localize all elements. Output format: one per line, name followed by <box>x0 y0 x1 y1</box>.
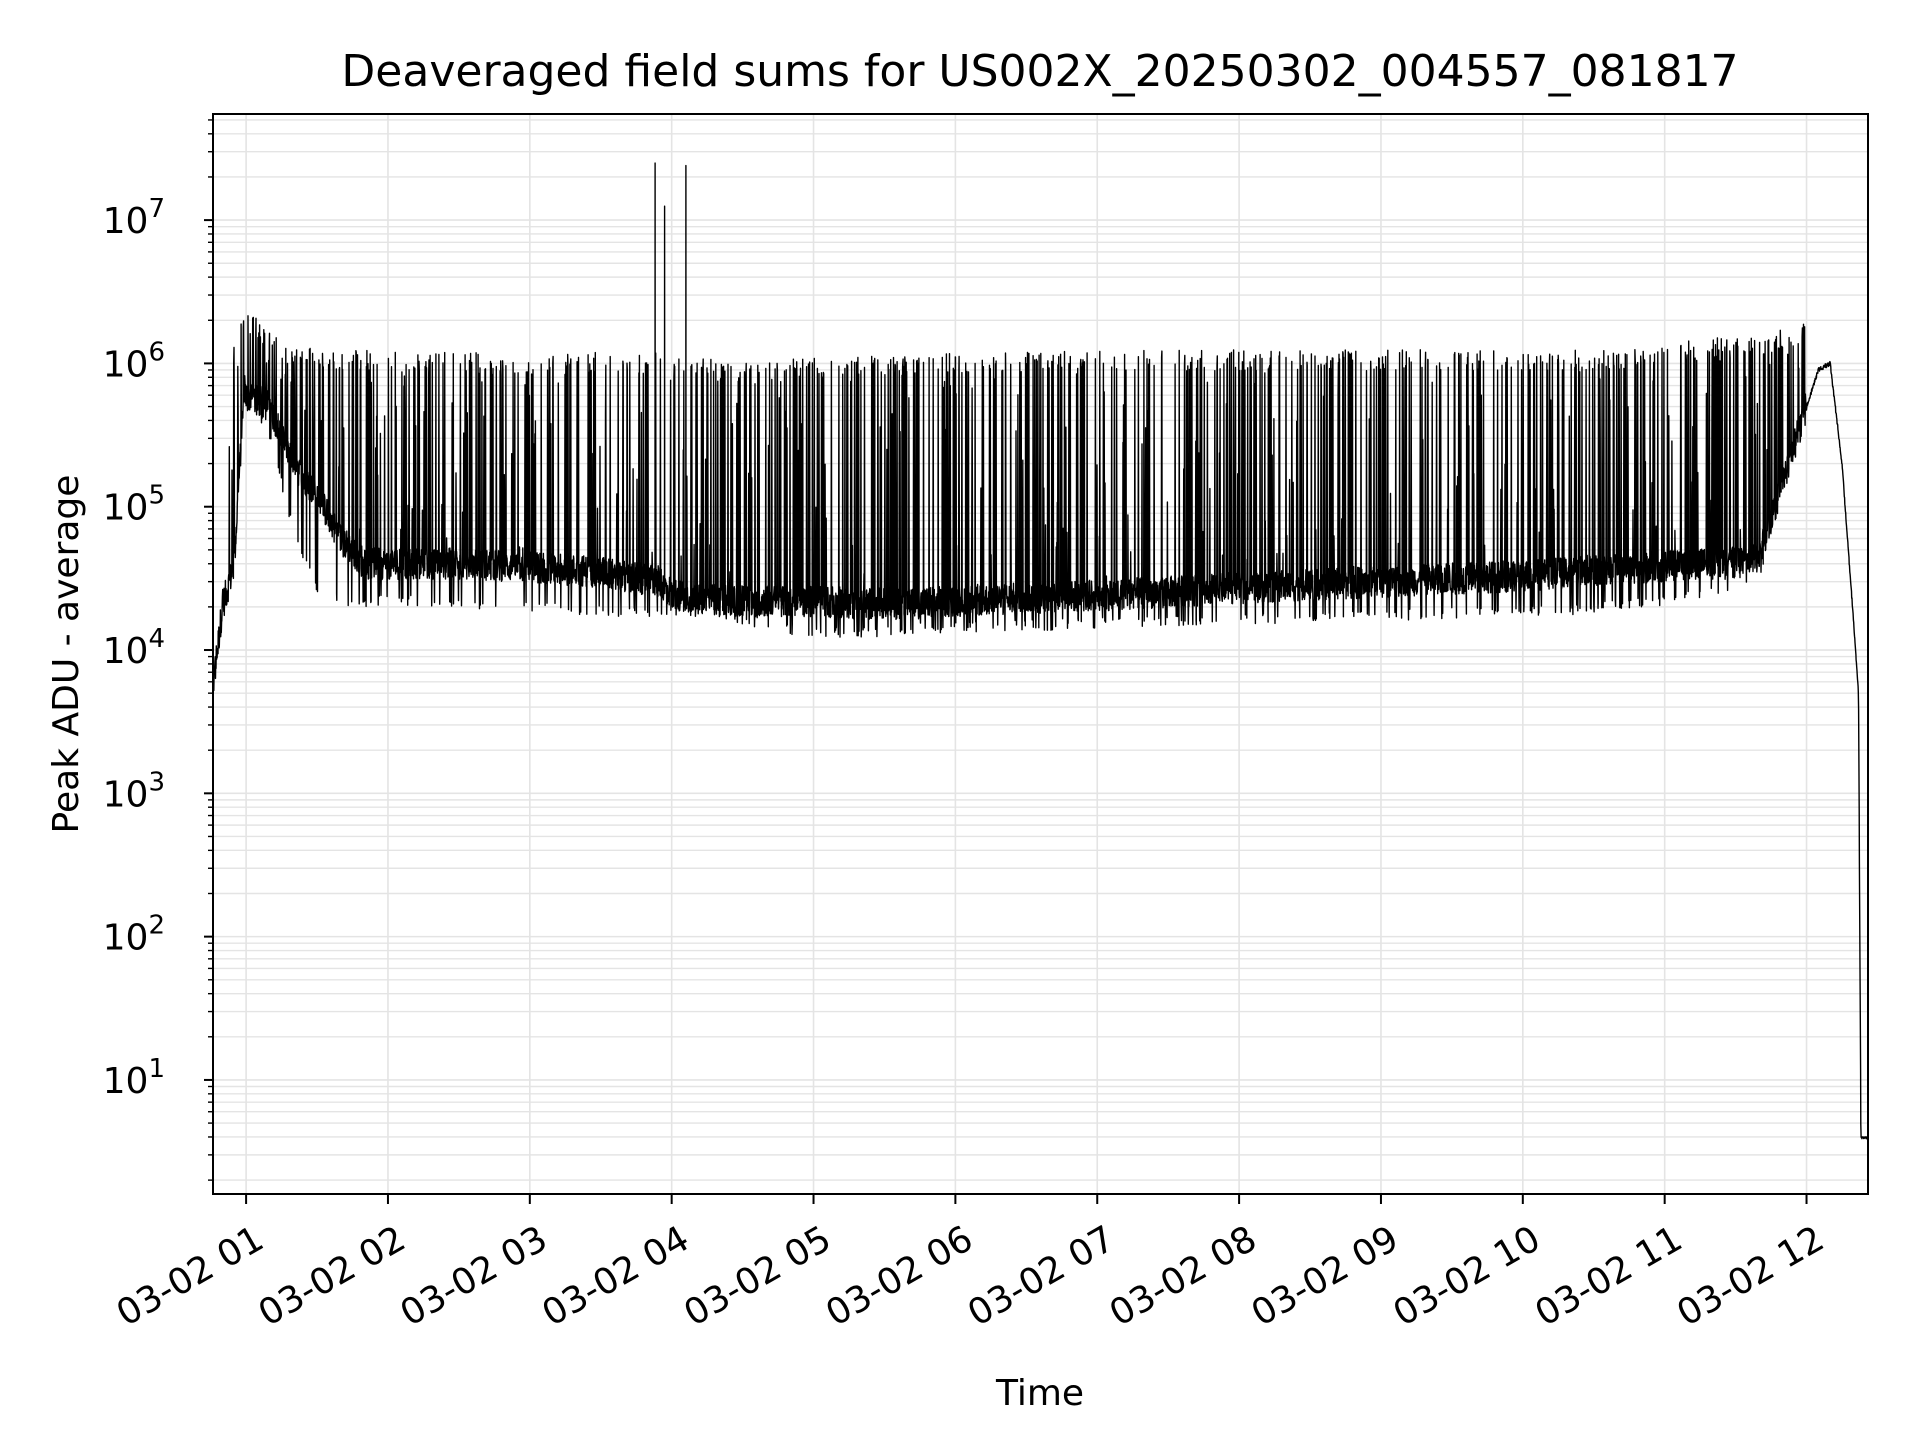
y-tick-base: 10 <box>103 488 149 529</box>
x-axis-label: Time <box>995 1373 1084 1414</box>
plot-frame <box>212 113 1869 1195</box>
y-tick-exponent: 6 <box>148 337 165 367</box>
y-tick-base: 10 <box>103 1061 149 1102</box>
y-tick-exponent: 3 <box>148 767 165 797</box>
y-axis-label: Peak ADU - average <box>46 475 87 834</box>
y-tick-label: 101 <box>103 1054 165 1102</box>
y-tick-label: 106 <box>103 337 165 385</box>
y-tick-label: 103 <box>103 767 165 815</box>
y-tick-exponent: 7 <box>148 194 165 224</box>
y-tick-base: 10 <box>103 201 149 242</box>
y-tick-base: 10 <box>103 631 149 672</box>
y-tick-exponent: 4 <box>148 624 165 654</box>
chart-title: Deaveraged field sums for US002X_2025030… <box>341 46 1738 97</box>
series-line <box>212 162 1869 1140</box>
y-tick-base: 10 <box>103 918 149 959</box>
y-tick-exponent: 1 <box>148 1054 165 1084</box>
y-tick-exponent: 5 <box>148 481 165 511</box>
y-tick-label: 102 <box>103 911 165 959</box>
y-tick-base: 10 <box>103 774 149 815</box>
y-tick-base: 10 <box>103 344 149 385</box>
y-tick-label: 104 <box>103 624 165 672</box>
y-tick-label: 105 <box>103 481 165 529</box>
y-tick-exponent: 2 <box>148 911 165 941</box>
y-tick-label: 107 <box>103 194 165 242</box>
